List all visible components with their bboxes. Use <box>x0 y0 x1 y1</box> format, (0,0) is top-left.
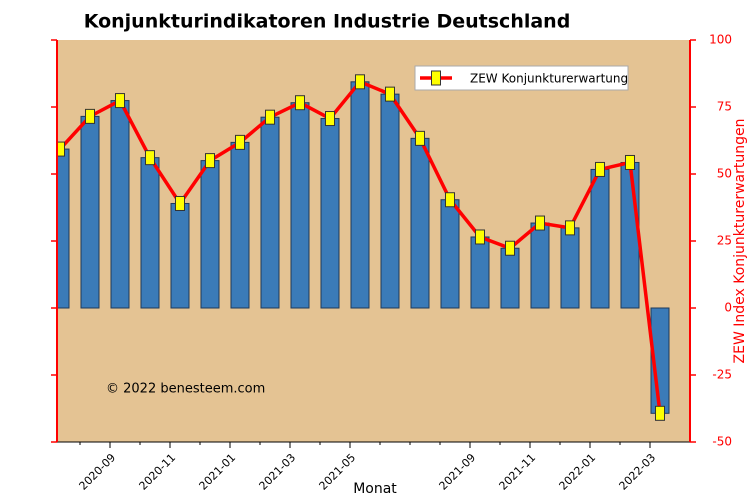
bar <box>410 137 430 309</box>
bar <box>380 93 400 309</box>
marker <box>565 220 575 236</box>
marker <box>175 195 185 211</box>
bar <box>170 202 190 309</box>
y2-tick-label: 25 <box>717 234 732 248</box>
marker <box>535 215 545 231</box>
x-tick-label: 2021-05 <box>317 451 359 493</box>
bar <box>290 102 310 309</box>
bar <box>440 199 460 309</box>
bar <box>57 148 70 309</box>
annotation: © 2022 benesteem.com <box>106 382 265 397</box>
bar <box>560 227 580 309</box>
y2-tick-label: 0 <box>724 301 732 315</box>
x-axis-label: Monat <box>353 481 397 497</box>
marker <box>445 192 455 208</box>
bar <box>620 161 640 309</box>
x-tick-label: 2022-01 <box>557 451 599 493</box>
marker <box>655 405 665 421</box>
bar <box>260 116 280 309</box>
marker <box>235 134 245 150</box>
marker <box>325 111 335 127</box>
bar <box>530 222 550 309</box>
x-tick-label: 2021-11 <box>497 451 539 493</box>
y2-tick-label: 50 <box>717 167 732 181</box>
x-tick-label: 2020-11 <box>137 451 179 493</box>
marker <box>115 93 125 109</box>
marker <box>385 86 395 102</box>
y2-axis-label: ZEW Index Konjunkturerwartungen <box>732 119 748 364</box>
marker <box>57 141 65 157</box>
marker <box>595 161 605 177</box>
x-tick-label: 2022-03 <box>617 451 659 493</box>
bar <box>470 236 490 309</box>
bar <box>500 247 520 309</box>
plot <box>57 74 670 421</box>
bar <box>110 100 130 309</box>
y2-tick-label: -50 <box>712 435 732 449</box>
legend-label: ZEW Konjunkturerwartung <box>470 72 628 86</box>
marker <box>295 95 305 111</box>
marker <box>625 154 635 170</box>
x-tick-label: 2021-01 <box>197 451 239 493</box>
bar <box>590 168 610 309</box>
bar <box>230 141 250 309</box>
bar <box>350 81 370 309</box>
x-tick-label: 2021-03 <box>257 451 299 493</box>
chart-title: Konjunkturindikatoren Industrie Deutschl… <box>84 11 571 33</box>
y2-tick-label: -25 <box>712 368 732 382</box>
marker <box>85 108 95 124</box>
x-tick-label: 2020-09 <box>77 451 119 493</box>
legend-marker <box>431 70 441 86</box>
marker <box>415 130 425 146</box>
y2-tick-label: 75 <box>717 100 732 114</box>
marker <box>265 109 275 125</box>
marker <box>475 229 485 245</box>
marker <box>205 153 215 169</box>
y2-tick-label: 100 <box>709 33 732 47</box>
bar <box>320 118 340 309</box>
bar <box>80 115 100 309</box>
bar <box>140 157 160 309</box>
marker <box>355 74 365 90</box>
marker <box>505 240 515 256</box>
plot-area <box>57 40 690 442</box>
x-tick-label: 2021-09 <box>437 451 479 493</box>
bar <box>200 160 220 309</box>
marker <box>145 150 155 166</box>
